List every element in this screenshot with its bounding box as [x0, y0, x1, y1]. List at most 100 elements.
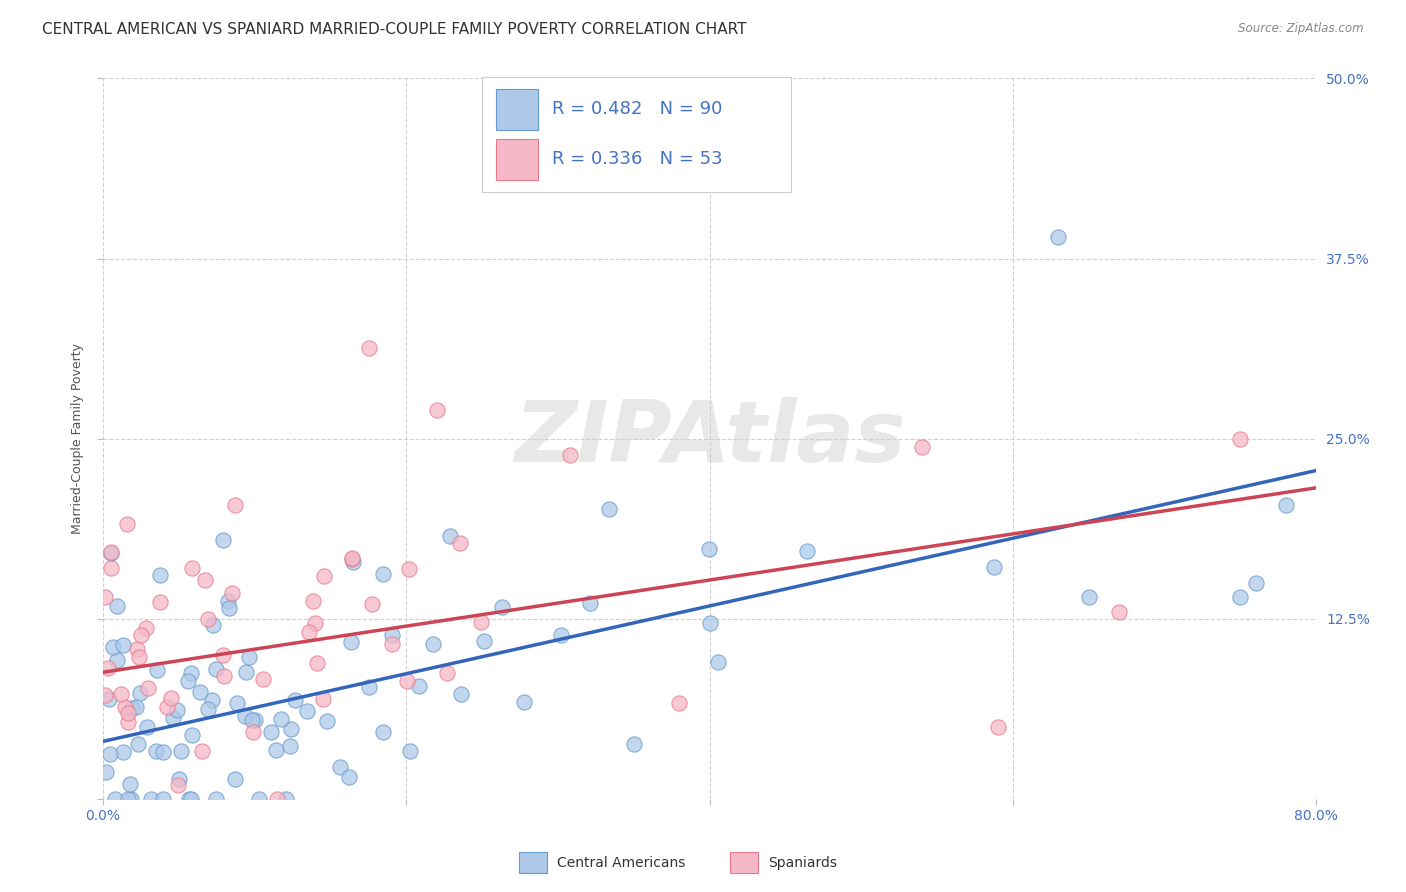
Point: [396, 673, 419, 688]
Point: [114, 700, 136, 714]
Point: [160, 691, 183, 706]
Point: [243, 713, 266, 727]
Point: [224, 498, 246, 512]
Point: [218, 601, 240, 615]
Point: [449, 536, 471, 550]
Point: [472, 633, 495, 648]
Point: [304, 616, 326, 631]
Point: [398, 562, 420, 576]
Point: [270, 712, 292, 726]
Point: [598, 502, 620, 516]
Point: [623, 737, 645, 751]
Text: ZIPAtlas: ZIPAtlas: [513, 397, 905, 480]
Point: [180, 792, 202, 806]
Point: [152, 745, 174, 759]
Point: [197, 612, 219, 626]
Point: [560, 449, 582, 463]
Point: [235, 709, 257, 723]
Point: [439, 529, 461, 543]
Point: [1275, 498, 1298, 512]
Point: [180, 728, 202, 742]
Point: [117, 792, 139, 806]
Point: [1047, 230, 1070, 244]
Point: [146, 663, 169, 677]
Point: [100, 545, 122, 559]
Point: [316, 714, 339, 729]
Point: [357, 680, 380, 694]
Point: [312, 568, 335, 582]
Point: [191, 744, 214, 758]
Point: [212, 533, 235, 548]
Point: [149, 567, 172, 582]
Point: [247, 792, 270, 806]
Point: [100, 561, 122, 575]
Point: [550, 628, 572, 642]
Text: R = 0.482   N = 90: R = 0.482 N = 90: [553, 100, 723, 119]
Point: [127, 642, 149, 657]
Point: [117, 706, 139, 720]
Point: [125, 700, 148, 714]
Point: [987, 720, 1010, 734]
Point: [156, 700, 179, 714]
Point: [193, 573, 215, 587]
Point: [697, 542, 720, 557]
Point: [166, 703, 188, 717]
Point: [339, 634, 361, 648]
Point: [513, 695, 536, 709]
Text: Central Americans: Central Americans: [557, 855, 685, 870]
Point: [260, 725, 283, 739]
Point: [342, 555, 364, 569]
Point: [340, 551, 363, 566]
Point: [205, 792, 228, 806]
Point: [422, 637, 444, 651]
Point: [105, 599, 128, 613]
Point: [117, 516, 139, 531]
Point: [93, 688, 115, 702]
Point: [235, 665, 257, 680]
Point: [226, 696, 249, 710]
Point: [381, 627, 404, 641]
Point: [181, 560, 204, 574]
Point: [238, 649, 260, 664]
Point: [204, 662, 226, 676]
Point: [128, 649, 150, 664]
Point: [111, 638, 134, 652]
Point: [371, 567, 394, 582]
Point: [361, 597, 384, 611]
Point: [426, 403, 449, 417]
Point: [97, 661, 120, 675]
Point: [1244, 575, 1267, 590]
Text: CENTRAL AMERICAN VS SPANIARD MARRIED-COUPLE FAMILY POVERTY CORRELATION CHART: CENTRAL AMERICAN VS SPANIARD MARRIED-COU…: [42, 22, 747, 37]
Point: [1077, 591, 1099, 605]
Point: [221, 585, 243, 599]
Point: [983, 560, 1005, 574]
Point: [796, 544, 818, 558]
Point: [707, 655, 730, 669]
Point: [127, 737, 149, 751]
Point: [201, 618, 224, 632]
Point: [136, 681, 159, 696]
Point: [135, 621, 157, 635]
Point: [357, 341, 380, 355]
Point: [212, 669, 235, 683]
Point: [252, 672, 274, 686]
Point: [242, 725, 264, 739]
Point: [266, 792, 288, 806]
Text: Spaniards: Spaniards: [768, 855, 837, 870]
Point: [224, 772, 246, 786]
Point: [152, 792, 174, 806]
Point: [117, 714, 139, 729]
Point: [167, 772, 190, 787]
Point: [491, 599, 513, 614]
Point: [1229, 432, 1251, 446]
Point: [302, 594, 325, 608]
Point: [94, 590, 117, 604]
Point: [177, 673, 200, 688]
Point: [1229, 591, 1251, 605]
Point: [337, 770, 360, 784]
Text: R = 0.336   N = 53: R = 0.336 N = 53: [553, 151, 723, 169]
Point: [94, 765, 117, 780]
Text: Source: ZipAtlas.com: Source: ZipAtlas.com: [1239, 22, 1364, 36]
Point: [162, 711, 184, 725]
Point: [276, 792, 298, 806]
